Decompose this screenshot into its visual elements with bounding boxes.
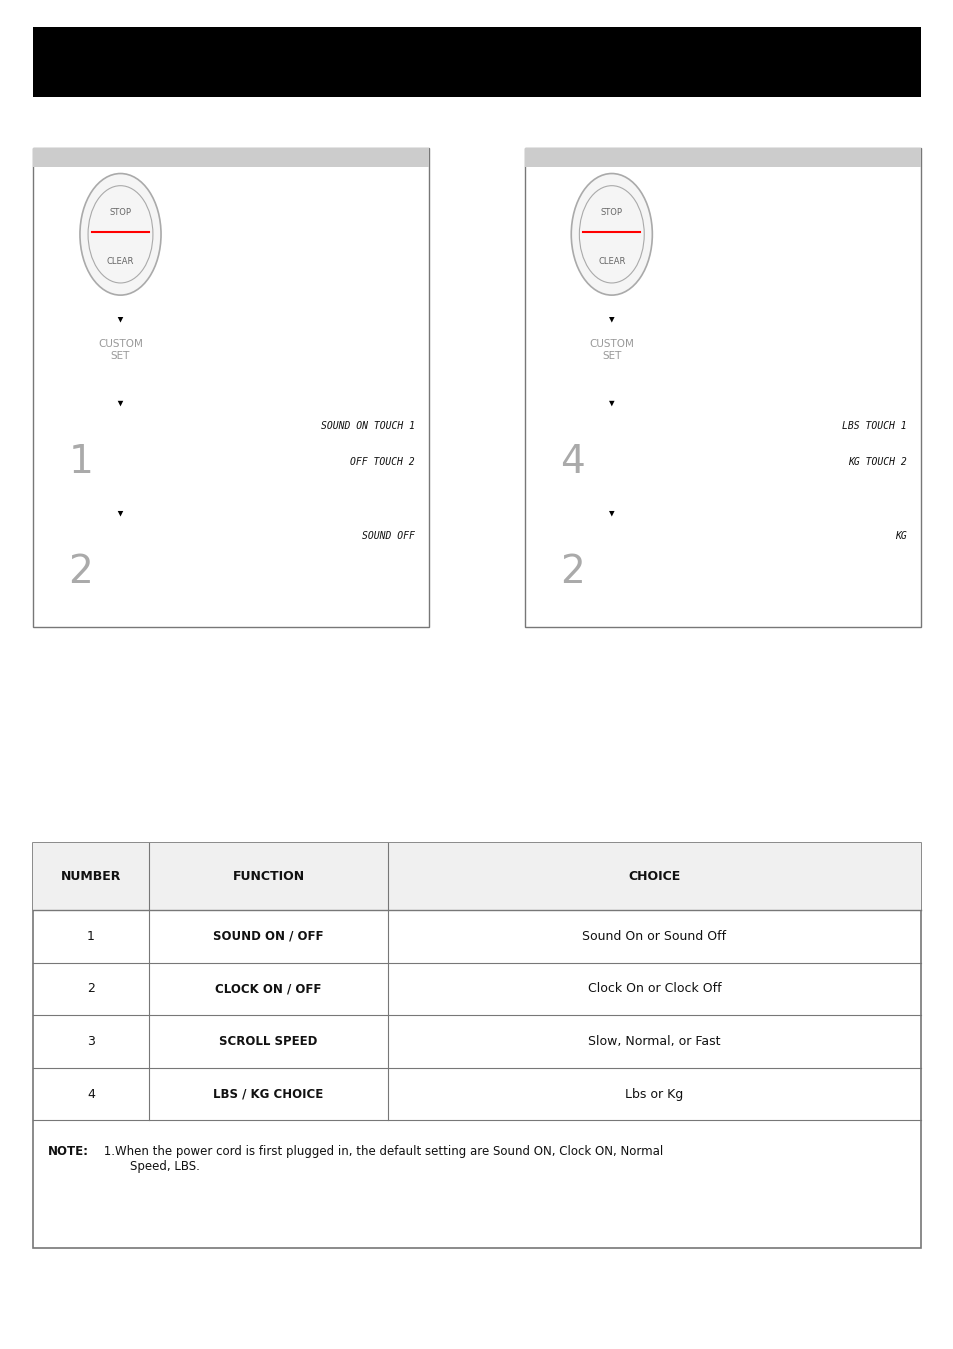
Text: LBS / KG CHOICE: LBS / KG CHOICE [213,1087,323,1101]
Text: KG: KG [894,532,905,541]
Text: 4: 4 [87,1087,95,1101]
Text: CLEAR: CLEAR [107,256,134,266]
Text: LBS TOUCH 1: LBS TOUCH 1 [841,421,905,430]
FancyBboxPatch shape [33,843,920,1248]
Text: SCROLL SPEED: SCROLL SPEED [219,1035,317,1048]
Ellipse shape [80,174,161,295]
Text: 2: 2 [559,553,584,591]
Text: SOUND OFF: SOUND OFF [362,532,415,541]
Text: Sound On or Sound Off: Sound On or Sound Off [581,929,726,943]
Text: 1: 1 [69,442,93,480]
Text: 1.When the power cord is first plugged in, the default setting are Sound ON, Clo: 1.When the power cord is first plugged i… [100,1144,662,1172]
FancyBboxPatch shape [33,148,429,167]
Text: 2: 2 [69,553,93,591]
Text: OFF TOUCH 2: OFF TOUCH 2 [350,457,415,467]
Text: KG TOUCH 2: KG TOUCH 2 [846,457,905,467]
FancyBboxPatch shape [33,843,920,909]
Text: NUMBER: NUMBER [61,870,121,884]
Text: CUSTOM: CUSTOM [98,340,143,349]
Text: 1: 1 [87,929,95,943]
Text: 4: 4 [559,442,584,480]
Text: FUNCTION: FUNCTION [233,870,304,884]
Text: STOP: STOP [110,208,132,217]
Text: 2: 2 [87,982,95,996]
FancyBboxPatch shape [33,27,920,97]
FancyBboxPatch shape [33,148,429,627]
Ellipse shape [88,186,152,283]
Text: SET: SET [111,352,130,362]
Ellipse shape [578,186,643,283]
Text: CLOCK ON / OFF: CLOCK ON / OFF [215,982,321,996]
Text: 3: 3 [87,1035,95,1048]
Text: NOTE:: NOTE: [48,1144,89,1157]
Text: CHOICE: CHOICE [628,870,679,884]
Text: SOUND ON TOUCH 1: SOUND ON TOUCH 1 [320,421,415,430]
Text: CLEAR: CLEAR [598,256,625,266]
Text: CUSTOM: CUSTOM [589,340,634,349]
Text: Slow, Normal, or Fast: Slow, Normal, or Fast [588,1035,720,1048]
FancyBboxPatch shape [524,148,920,167]
Text: STOP: STOP [600,208,622,217]
Text: Lbs or Kg: Lbs or Kg [624,1087,683,1101]
FancyBboxPatch shape [524,148,920,627]
Text: Clock On or Clock Off: Clock On or Clock Off [587,982,720,996]
Ellipse shape [571,174,652,295]
Text: SOUND ON / OFF: SOUND ON / OFF [213,929,323,943]
Text: SET: SET [601,352,620,362]
